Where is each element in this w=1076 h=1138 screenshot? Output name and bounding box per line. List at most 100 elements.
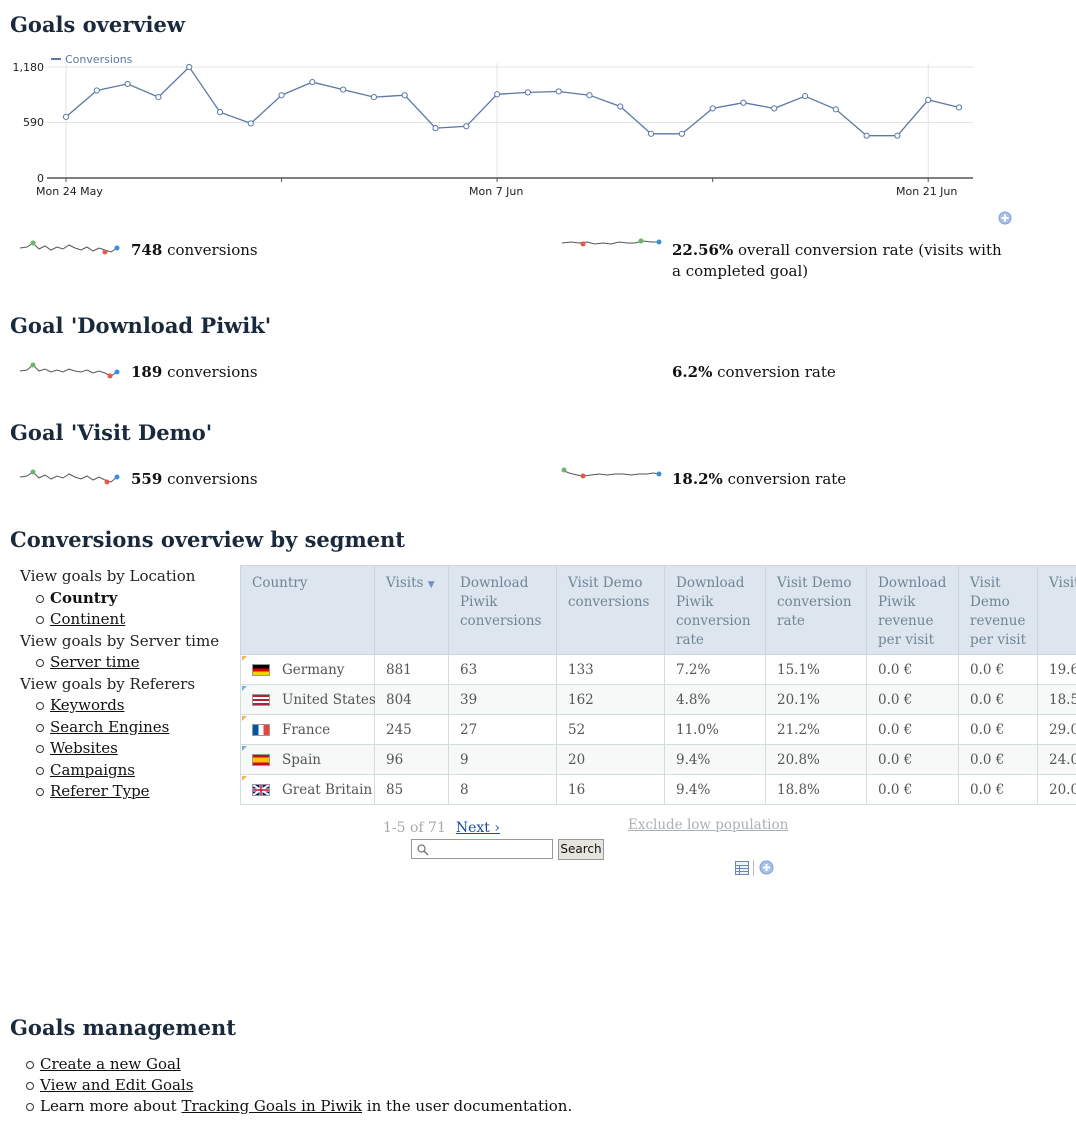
add-widget-icon[interactable] [998, 211, 1012, 225]
y-tick-label: 0 [37, 172, 44, 185]
sparkline-demo-rate-icon[interactable] [561, 465, 663, 485]
segment-nav: View goals by Location Country Continent… [20, 566, 235, 803]
chart-point[interactable] [155, 94, 162, 101]
list-item: Learn more about Tracking Goals in Piwik… [26, 1096, 572, 1117]
create-goal-link[interactable]: Create a new Goal [40, 1055, 181, 1073]
goal-demo-title: Goal 'Visit Demo' [10, 420, 213, 445]
sparkline-download-conversions-icon[interactable] [19, 361, 121, 381]
exclude-low-population-link[interactable]: Exclude low population [628, 817, 789, 833]
chart-point[interactable] [62, 113, 70, 120]
stat-value: 18.2% [672, 470, 723, 488]
stat-label: conversions [167, 363, 258, 381]
column-header-visits[interactable]: Visits ▼ [374, 565, 449, 655]
nav-group-server-time: View goals by Server time [20, 631, 220, 650]
chart-point[interactable] [186, 63, 193, 71]
total-conversions-stat: 748 conversions [131, 240, 258, 261]
icon-divider [753, 860, 754, 876]
chart-point[interactable] [801, 93, 809, 100]
stat-label: conversion rate [717, 363, 836, 381]
sparkline-conversions-icon[interactable] [19, 238, 121, 258]
chart-point[interactable] [832, 106, 839, 113]
table-row[interactable]: Spain 96 9 20 9.4% 20.8% 0.0 € 0.0 €24.0 [240, 744, 1076, 775]
chart-point[interactable] [309, 78, 316, 86]
stat-value: 189 [131, 363, 163, 381]
nav-item-server-time[interactable]: Server time [34, 652, 235, 674]
chart-point[interactable] [617, 103, 624, 110]
pagination-next-link[interactable]: Next › [455, 820, 500, 836]
sparkline-conversion-rate-icon[interactable] [561, 234, 663, 254]
column-header-country[interactable]: Country [240, 565, 375, 655]
nav-item-search-engines[interactable]: Search Engines [34, 717, 235, 739]
column-header-demo-rate[interactable]: Visit Demo conversion rate [765, 565, 867, 655]
download-conversion-rate-stat: 6.2% conversion rate [672, 362, 836, 383]
y-tick-label: 1,180 [13, 61, 45, 74]
chart-point[interactable] [247, 120, 254, 127]
pagination: 1-5 of 71 Next › [383, 820, 500, 836]
conversions-evolution-chart: Conversions 0 590 1,180 Mon 24 May Mon 7… [13, 53, 973, 198]
column-header-demo-revenue[interactable]: Visit Demo revenue per visit [958, 565, 1038, 655]
chart-point[interactable] [740, 99, 747, 106]
goals-segment-table: Country Visits ▼ Download Piwik conversi… [240, 565, 1076, 807]
flag-great-britain-icon [252, 784, 270, 796]
chart-point[interactable] [340, 86, 347, 93]
x-tick-label: Mon 7 Jun [469, 185, 523, 198]
nav-item-continent[interactable]: Continent [34, 609, 235, 631]
table-view-icon[interactable] [734, 860, 750, 876]
stat-value: 748 [131, 241, 163, 259]
table-row[interactable]: Germany 881 63 133 7.2% 15.1% 0.0 € 0.0 €19.… [240, 654, 1076, 685]
stat-value: 6.2% [672, 363, 713, 381]
goals-management-title: Goals management [10, 1015, 236, 1040]
chart-point[interactable] [494, 91, 501, 98]
chart-point[interactable] [678, 130, 685, 137]
demo-conversions-stat: 559 conversions [131, 469, 258, 490]
chart-point[interactable] [370, 94, 378, 101]
chart-point[interactable] [555, 88, 562, 95]
list-item: Create a new Goal [26, 1054, 572, 1075]
chart-point[interactable] [955, 104, 963, 111]
table-row[interactable]: United States 804 39 162 4.8% 20.1% 0.0 € 0.… [240, 684, 1076, 715]
column-header-download-rate[interactable]: Download Piwik conversion rate [664, 565, 766, 655]
chart-point[interactable] [771, 105, 778, 112]
view-edit-goals-link[interactable]: View and Edit Goals [40, 1076, 194, 1094]
stat-label: conversion rate [727, 470, 847, 488]
chart-point[interactable] [93, 87, 100, 94]
chart-point[interactable] [401, 92, 408, 99]
chart-point[interactable] [863, 132, 870, 139]
nav-item-country[interactable]: Country [34, 588, 235, 610]
chart-point[interactable] [925, 96, 932, 104]
column-header-visits-conv[interactable]: Visits Conv [1037, 565, 1076, 655]
search-icon [417, 844, 429, 856]
chart-point[interactable] [278, 92, 285, 99]
page-title: Goals overview [10, 12, 185, 37]
chart-point[interactable] [894, 132, 901, 139]
column-header-download-revenue[interactable]: Download Piwik revenue per visit [866, 565, 959, 655]
chart-point[interactable] [216, 109, 224, 116]
column-header-download-conversions[interactable]: Download Piwik conversions [448, 565, 557, 655]
search-button[interactable]: Search [558, 839, 604, 860]
chart-point[interactable] [124, 80, 131, 88]
column-header-demo-conversions[interactable]: Visit Demo conversions [556, 565, 665, 655]
nav-item-keywords[interactable]: Keywords [34, 695, 235, 717]
pagination-range: 1-5 of 71 [383, 820, 446, 836]
chart-point[interactable] [647, 130, 655, 137]
chart-point[interactable] [432, 125, 439, 132]
goals-management-list: Create a new Goal View and Edit Goals Le… [26, 1054, 572, 1117]
table-row[interactable]: Great Britain 85 8 16 9.4% 18.8% 0.0 € 0.0 €… [240, 774, 1076, 805]
tracking-goals-doc-link[interactable]: Tracking Goals in Piwik [181, 1097, 363, 1115]
sparkline-demo-conversions-icon[interactable] [19, 467, 121, 487]
chart-point[interactable] [463, 123, 470, 130]
flag-germany-icon [252, 664, 270, 676]
chart-point[interactable] [524, 89, 531, 96]
table-row[interactable]: France 245 27 52 11.0% 21.2% 0.0 € 0.0 €29.0 [240, 714, 1076, 745]
chart-point[interactable] [586, 92, 593, 99]
chart-point[interactable] [709, 105, 716, 112]
nav-group-location: View goals by Location [20, 567, 196, 585]
nav-item-campaigns[interactable]: Campaigns [34, 760, 235, 782]
nav-item-referer-type[interactable]: Referer Type [34, 781, 235, 803]
chart-legend-label[interactable]: Conversions [65, 53, 133, 66]
overall-conversion-rate-stat: 22.56% overall conversion rate (visits w… [672, 240, 1002, 282]
stat-label: overall conversion rate (visits with a c… [672, 241, 1002, 280]
add-table-widget-icon[interactable] [759, 860, 774, 875]
table-search-input[interactable] [411, 839, 553, 859]
nav-item-websites[interactable]: Websites [34, 738, 235, 760]
